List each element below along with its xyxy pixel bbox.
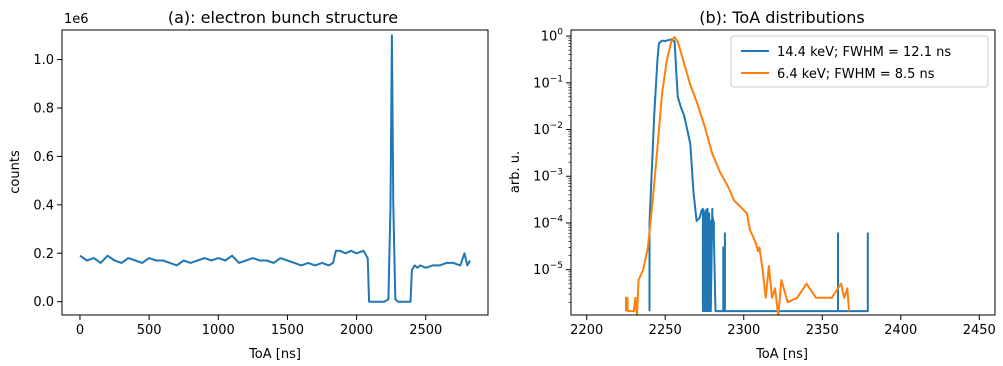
legend-label-6keV: 6.4 keV; FWHM = 8.5 ns bbox=[777, 67, 935, 82]
panel-a-bunch-structure: (a): electron bunch structure 1e6 0 500 10… bbox=[8, 8, 489, 362]
panel-b-xtick-label: 2200 bbox=[570, 323, 603, 338]
panel-b-xtick-label: 2300 bbox=[727, 323, 760, 338]
panel-b-axes-frame bbox=[570, 29, 996, 316]
panel-a-xtick-label: 2500 bbox=[409, 323, 442, 338]
panel-a-offset-text: 1e6 bbox=[64, 12, 89, 27]
panel-b-xlabel: ToA [ns] bbox=[755, 347, 808, 362]
panel-a-ticks: 0 500 1000 1500 2000 2500 0.0 0.2 0.4 0.6 0.8 1.0 bbox=[33, 53, 442, 338]
panel-a-xtick-label: 2000 bbox=[340, 323, 373, 338]
panel-a-ytick-label: 0.8 bbox=[33, 101, 54, 116]
panel-a-xtick-label: 1000 bbox=[202, 323, 235, 338]
panel-b-ytick-label: 10−4 bbox=[533, 214, 563, 231]
legend-label-14keV: 14.4 keV; FWHM = 12.1 ns bbox=[777, 45, 951, 60]
panel-b-ytick-label: 100 bbox=[541, 28, 564, 45]
panel-a-ytick-label: 0.6 bbox=[33, 150, 54, 165]
panel-b-xtick-label: 2400 bbox=[884, 323, 917, 338]
panel-b-series-line bbox=[648, 38, 869, 313]
legend: 14.4 keV; FWHM = 12.1 ns 6.4 keV; FWHM =… bbox=[730, 35, 989, 88]
panel-a-xlabel: ToA [ns] bbox=[248, 347, 301, 362]
panel-b-xtick-label: 2250 bbox=[649, 323, 682, 338]
panel-a-xtick-label: 0 bbox=[76, 323, 84, 338]
panel-a-ytick-label: 0.4 bbox=[33, 198, 54, 213]
panel-b-ticks: 2200 2250 2300 2350 2400 2450 100 10−1 10−2 10−3 1… bbox=[533, 28, 996, 338]
panel-a-title: (a): electron bunch structure bbox=[168, 8, 398, 27]
panel-a-xtick-label: 500 bbox=[137, 323, 162, 338]
panel-a-ytick-label: 0.0 bbox=[33, 295, 54, 310]
panel-b-ytick-label: 10−1 bbox=[533, 74, 563, 91]
panel-b-plot-lines bbox=[625, 36, 869, 315]
panel-a-series-line bbox=[79, 34, 471, 303]
panel-b-ytick-label: 10−5 bbox=[533, 261, 563, 278]
panel-a-axes-frame bbox=[61, 29, 489, 316]
panel-a-plot-lines bbox=[79, 34, 471, 303]
panel-b-ytick-label: 10−3 bbox=[533, 168, 563, 185]
panel-b-xtick-label: 2350 bbox=[806, 323, 839, 338]
legend-frame bbox=[730, 35, 989, 88]
panel-b-series-line bbox=[625, 36, 850, 315]
panel-a-ytick-label: 1.0 bbox=[33, 53, 54, 68]
panel-b-ytick-label: 10−2 bbox=[533, 121, 563, 138]
panel-a-ytick-label: 0.2 bbox=[33, 247, 54, 262]
panel-a-xtick-label: 1500 bbox=[271, 323, 304, 338]
panel-b-ylabel: arb. u. bbox=[508, 151, 523, 193]
panel-b-title: (b): ToA distributions bbox=[699, 8, 865, 27]
panel-b-toa-distributions: (b): ToA distributions 2200 2250 2300 2350 2… bbox=[508, 8, 996, 362]
panel-b-xtick-label: 2450 bbox=[963, 323, 996, 338]
panel-a-ylabel: counts bbox=[8, 150, 23, 194]
